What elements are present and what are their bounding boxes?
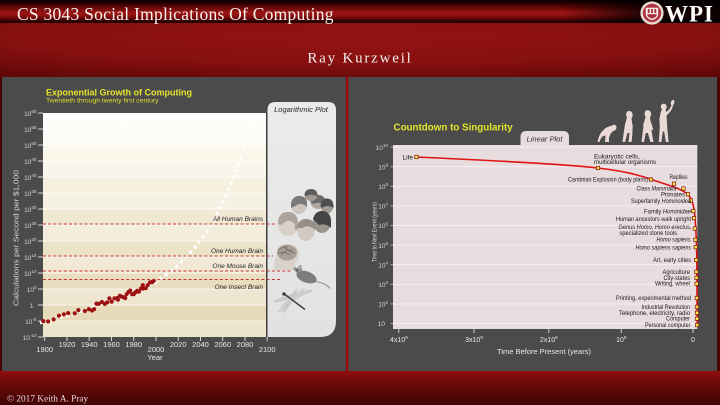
svg-text:Calculations per Second per $1: Calculations per Second per $1,000	[14, 170, 21, 306]
svg-text:Twentieth through twenty first: Twentieth through twenty first century	[46, 98, 159, 105]
svg-text:2080: 2080	[237, 340, 254, 349]
svg-text:1: 1	[30, 303, 34, 310]
svg-text:Linear Plot: Linear Plot	[527, 135, 564, 144]
svg-text:Human ancestors walk upright: Human ancestors walk upright	[616, 216, 691, 223]
svg-text:106: 106	[378, 221, 388, 230]
svg-text:Homo sapiens sapiens: Homo sapiens sapiens	[636, 245, 692, 252]
svg-text:Industrial Revolution: Industrial Revolution	[642, 304, 691, 311]
svg-text:City-states: City-states	[664, 275, 691, 282]
svg-text:Printing, experimental method: Printing, experimental method	[616, 295, 691, 302]
svg-text:1055: 1055	[24, 125, 37, 134]
svg-text:108: 108	[378, 182, 388, 191]
svg-text:109: 109	[378, 163, 388, 172]
svg-text:CS 3043 Social Implications Of: CS 3043 Social Implications Of Computing	[17, 4, 334, 24]
svg-text:1900: 1900	[36, 345, 53, 354]
svg-text:2000: 2000	[148, 345, 165, 354]
svg-text:Countdown to Singularity: Countdown to Singularity	[394, 123, 514, 134]
svg-text:2020: 2020	[170, 340, 187, 349]
svg-text:multicellular organisms: multicellular organisms	[594, 159, 656, 166]
svg-text:Writing, wheel: Writing, wheel	[655, 281, 690, 288]
svg-text:Cambrian Explosion (body plans: Cambrian Explosion (body plans)	[568, 177, 648, 184]
svg-text:All Human Brains: All Human Brains	[212, 216, 264, 223]
svg-text:Life: Life	[403, 155, 414, 162]
svg-text:4x109: 4x109	[390, 335, 408, 344]
svg-text:1015: 1015	[24, 253, 37, 262]
svg-text:1030: 1030	[24, 205, 37, 214]
svg-text:1035: 1035	[24, 189, 37, 198]
svg-text:1040: 1040	[24, 173, 37, 182]
svg-text:1940: 1940	[81, 340, 98, 349]
svg-text:Class Mammalia: Class Mammalia	[637, 186, 677, 193]
svg-text:Personal computer: Personal computer	[645, 322, 691, 329]
svg-text:© 2017 Keith A. Pray: © 2017 Keith A. Pray	[7, 394, 89, 405]
svg-text:10: 10	[378, 321, 386, 328]
svg-text:1980: 1980	[125, 340, 142, 349]
svg-text:Year: Year	[147, 353, 163, 362]
svg-text:109: 109	[616, 335, 627, 344]
svg-text:3x109: 3x109	[465, 335, 483, 344]
svg-text:One Insect Brain: One Insect Brain	[215, 284, 264, 291]
svg-text:Agriculture: Agriculture	[663, 269, 691, 276]
svg-text:1025: 1025	[24, 221, 37, 230]
svg-text:0: 0	[691, 337, 695, 344]
svg-text:1045: 1045	[24, 157, 37, 166]
svg-text:102: 102	[378, 300, 388, 309]
svg-text:Homo sapiens: Homo sapiens	[657, 237, 692, 244]
svg-text:2060: 2060	[214, 340, 231, 349]
svg-text:Eukaryotic cells,: Eukaryotic cells,	[594, 154, 640, 161]
svg-text:1050: 1050	[24, 141, 37, 150]
svg-text:Computer: Computer	[666, 316, 690, 323]
svg-text:1020: 1020	[24, 237, 37, 246]
svg-text:2x109: 2x109	[540, 335, 558, 344]
svg-text:1920: 1920	[59, 340, 76, 349]
svg-text:WPI: WPI	[665, 2, 714, 27]
svg-text:1010: 1010	[376, 143, 389, 152]
svg-text:1010: 1010	[24, 269, 37, 278]
svg-text:Art, early cities: Art, early cities	[653, 257, 691, 264]
svg-text:Ray Kurzweil: Ray Kurzweil	[307, 51, 412, 67]
svg-text:Time Before Present (years): Time Before Present (years)	[497, 347, 591, 356]
svg-text:One Mouse Brain: One Mouse Brain	[212, 263, 263, 270]
svg-text:Logarithmic Plot: Logarithmic Plot	[274, 105, 329, 114]
svg-text:105: 105	[378, 241, 388, 250]
svg-text:103: 103	[378, 280, 388, 289]
svg-text:Family Hominidae: Family Hominidae	[644, 209, 691, 216]
svg-text:One Human Brain: One Human Brain	[211, 248, 263, 255]
svg-text:Time to Next Event (years): Time to Next Event (years)	[372, 202, 379, 262]
svg-text:Genus Homo, Homo erectus,: Genus Homo, Homo erectus,	[619, 224, 692, 231]
svg-text:10-10: 10-10	[23, 333, 37, 342]
svg-text:Exponential Growth of Computin: Exponential Growth of Computing	[46, 88, 192, 98]
svg-text:specialized stone tools: specialized stone tools	[620, 230, 678, 237]
svg-text:Telephone, electricity, radi: Telephone, electricity, radio	[619, 310, 690, 317]
svg-text:2040: 2040	[192, 340, 209, 349]
svg-text:1060: 1060	[24, 109, 37, 118]
svg-text:Reptiles: Reptiles	[670, 174, 688, 181]
svg-text:Superfamily Hominoidea: Superfamily Hominoidea	[631, 198, 691, 205]
svg-text:Primates: Primates	[661, 192, 685, 199]
svg-text:1960: 1960	[103, 340, 120, 349]
svg-text:104: 104	[378, 261, 388, 270]
svg-text:107: 107	[378, 202, 388, 211]
svg-text:2100: 2100	[259, 345, 276, 354]
svg-text:105: 105	[27, 285, 37, 294]
svg-text:10-5: 10-5	[25, 317, 37, 326]
